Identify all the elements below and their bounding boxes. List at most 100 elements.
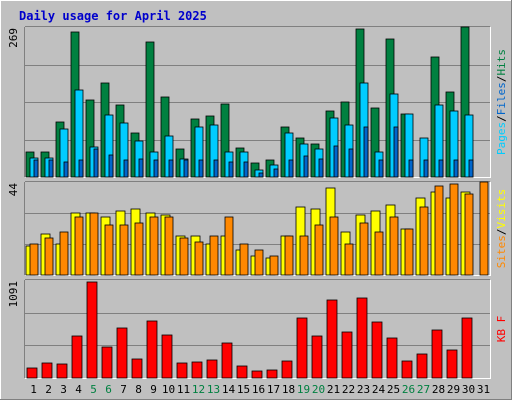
- bar-sites-day-8: [134, 222, 144, 276]
- day-label: 29: [447, 383, 460, 396]
- day-label: 13: [207, 383, 220, 396]
- bar-pages-day-29: [453, 159, 459, 178]
- y-max-label: 1091: [7, 281, 20, 308]
- bar-sites-day-18: [284, 235, 294, 276]
- bar-kb-f-day-13: [206, 359, 218, 379]
- bar-sites-day-11: [179, 237, 189, 276]
- bar-kb-f-day-2: [41, 362, 53, 379]
- bar-pages-day-5: [93, 148, 99, 178]
- day-label: 8: [135, 383, 142, 396]
- bar-kb-f-day-3: [56, 363, 68, 379]
- bar-sites-day-3: [59, 231, 69, 276]
- day-label: 7: [120, 383, 127, 396]
- bar-pages-day-10: [168, 159, 174, 178]
- bar-kb-f-day-23: [356, 297, 368, 379]
- day-label: 23: [357, 383, 370, 396]
- bar-sites-day-29: [449, 183, 459, 276]
- day-label: 12: [192, 383, 205, 396]
- day-label: 14: [222, 383, 236, 396]
- bar-sites-day-6: [104, 224, 114, 276]
- bar-pages-day-27: [423, 159, 429, 178]
- bar-pages-day-21: [333, 145, 339, 178]
- bar-pages-day-20: [318, 158, 324, 178]
- bar-pages-day-28: [438, 159, 444, 178]
- bar-kb-f-day-28: [431, 329, 443, 379]
- bar-kb-f-day-22: [341, 331, 353, 379]
- bar-kb-f-day-30: [461, 317, 473, 379]
- bar-kb-f-day-20: [311, 335, 323, 379]
- bar-pages-day-7: [123, 159, 129, 178]
- legend-series-sites: Sites: [495, 235, 508, 268]
- bar-sites-day-23: [359, 222, 369, 276]
- legend-series-hits: Hits: [495, 49, 508, 76]
- bar-pages-day-24: [378, 159, 384, 178]
- bar-sites-day-7: [119, 224, 129, 276]
- bar-pages-day-26: [408, 159, 414, 178]
- legend-series-files: Files: [495, 82, 508, 115]
- bar-sites-day-13: [209, 235, 219, 276]
- bar-kb-f-day-17: [266, 369, 278, 379]
- bar-kb-f-day-14: [221, 342, 233, 379]
- day-label: 11: [177, 383, 190, 396]
- day-label: 6: [105, 383, 112, 396]
- bar-kb-f-day-12: [191, 361, 203, 379]
- bar-pages-day-18: [288, 159, 294, 178]
- day-label: 17: [267, 383, 280, 396]
- bar-kb-f-day-5: [86, 281, 98, 379]
- bar-kb-f-day-6: [101, 346, 113, 379]
- side-legend: KB F: [495, 316, 508, 343]
- bar-kb-f-day-27: [416, 353, 428, 379]
- bar-sites-day-17: [269, 255, 279, 276]
- day-axis: 1 2 3 4 5 6 7 8 9 10 11 12 13 14 15 16 17 18 19 20 21 22 23 24 2…: [30, 383, 490, 396]
- bar-kb-f-day-15: [236, 365, 248, 379]
- bar-pages-day-15: [243, 161, 249, 178]
- bar-pages-day-23: [363, 126, 369, 178]
- day-label: 3: [60, 383, 67, 396]
- bar-kb-f-day-1: [26, 367, 38, 379]
- bar-kb-f-day-7: [116, 327, 128, 379]
- bar-sites-day-21: [329, 216, 339, 276]
- day-label: 4: [75, 383, 82, 396]
- bar-kb-f-day-24: [371, 321, 383, 379]
- side-legend: Pages/Files/Hits: [495, 49, 508, 155]
- bar-pages-day-3: [63, 161, 69, 178]
- bar-sites-day-19: [299, 235, 309, 276]
- bar-pages-day-11: [183, 159, 189, 178]
- bar-kb-f-day-21: [326, 299, 338, 379]
- day-label: 10: [162, 383, 175, 396]
- day-label: 1: [30, 383, 37, 396]
- day-label: 30: [462, 383, 475, 396]
- y-max-label: 44: [7, 183, 20, 197]
- day-label: 19: [297, 383, 310, 396]
- bar-pages-day-4: [78, 159, 84, 178]
- day-label: 27: [417, 383, 430, 396]
- day-label: 15: [237, 383, 250, 396]
- legend-separator: /: [495, 76, 508, 83]
- bar-kb-f-day-26: [401, 360, 413, 379]
- chart-panels: 269Pages/Files/Hits44Sites/Visits1091KB …: [7, 26, 508, 379]
- day-label: 24: [372, 383, 386, 396]
- legend-separator: /: [495, 229, 508, 236]
- bar-sites-day-26: [404, 228, 414, 276]
- bar-sites-day-20: [314, 224, 324, 276]
- legend-series-kb-f: KB F: [495, 316, 508, 343]
- legend-series-visits: Visits: [495, 189, 508, 229]
- bar-pages-day-16: [258, 172, 264, 178]
- bar-pages-day-25: [393, 126, 399, 178]
- bar-sites-day-15: [239, 243, 249, 276]
- day-label: 9: [150, 383, 157, 396]
- bar-sites-day-27: [419, 206, 429, 276]
- legend-separator: /: [495, 115, 508, 122]
- bar-sites-day-14: [224, 216, 234, 276]
- day-label: 31: [477, 383, 490, 396]
- bar-kb-f-day-9: [146, 320, 158, 379]
- day-label: 26: [402, 383, 415, 396]
- day-label: 2: [45, 383, 52, 396]
- day-label: 5: [90, 383, 97, 396]
- bar-kb-f-day-18: [281, 360, 293, 379]
- bar-kb-f-day-16: [251, 370, 263, 379]
- bar-pages-day-12: [198, 159, 204, 178]
